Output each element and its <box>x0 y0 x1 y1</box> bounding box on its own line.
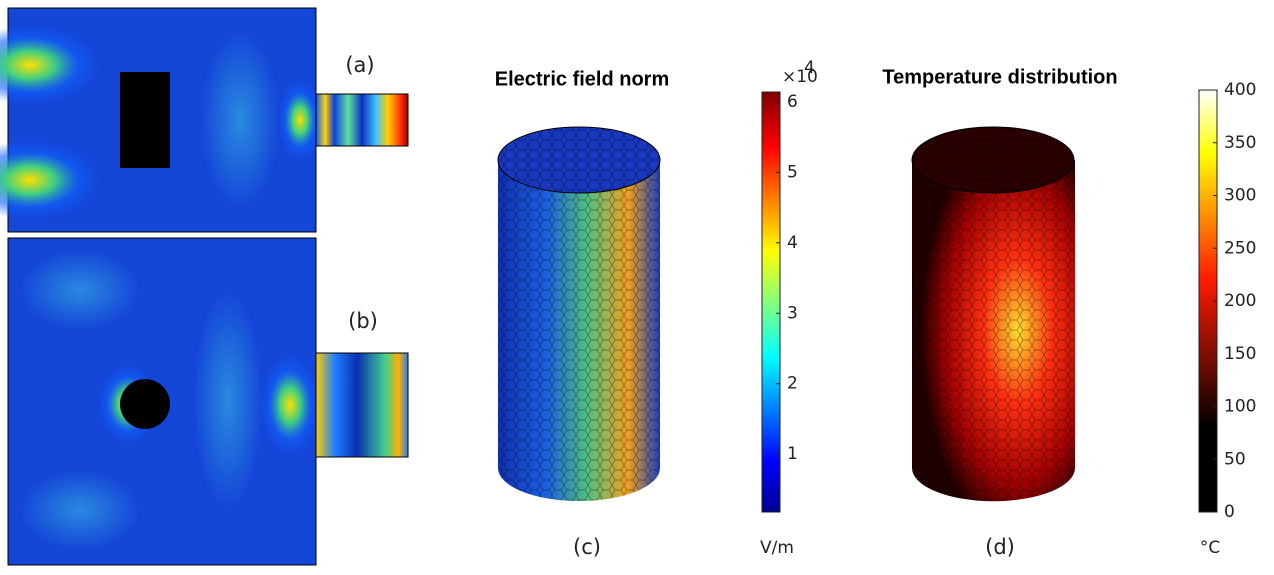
cylinder-field <box>497 126 661 501</box>
colorbar-unit: °C <box>1200 538 1220 558</box>
tick-label: 50 <box>1224 449 1246 469</box>
colorbar-scale-exponent: 4 <box>804 58 815 78</box>
tick-label: 300 <box>1224 186 1256 206</box>
colorbar-unit: V/m <box>760 538 794 558</box>
tick-label: 150 <box>1224 344 1256 364</box>
panel-label: (c) <box>573 535 601 559</box>
tick-label: 250 <box>1224 238 1256 258</box>
panel-b-field <box>7 237 409 566</box>
tick-label: 2 <box>787 374 798 394</box>
tick-label: 400 <box>1224 80 1256 100</box>
tick-label: 6 <box>787 92 798 112</box>
panel-label: (d) <box>985 535 1015 559</box>
tick-label: 200 <box>1224 291 1256 311</box>
tick-label: 350 <box>1224 133 1256 153</box>
tick-label: 1 <box>787 444 798 464</box>
tick-label: 5 <box>787 162 798 182</box>
cylinder-temperature <box>911 126 1075 502</box>
tick-label: 0 <box>1224 502 1235 522</box>
panel-title: Temperature distribution <box>882 66 1117 88</box>
panel-label: (b) <box>348 309 378 333</box>
tick-label: 3 <box>787 303 798 323</box>
colorbar <box>761 91 781 513</box>
colorbar-scale: ×10 <box>782 67 818 87</box>
panel-label: (a) <box>345 53 374 77</box>
tick-label: 100 <box>1224 397 1256 417</box>
panel-title: Electric field norm <box>495 68 670 90</box>
panel-a-field <box>0 7 409 233</box>
tick-label: 4 <box>787 233 798 253</box>
